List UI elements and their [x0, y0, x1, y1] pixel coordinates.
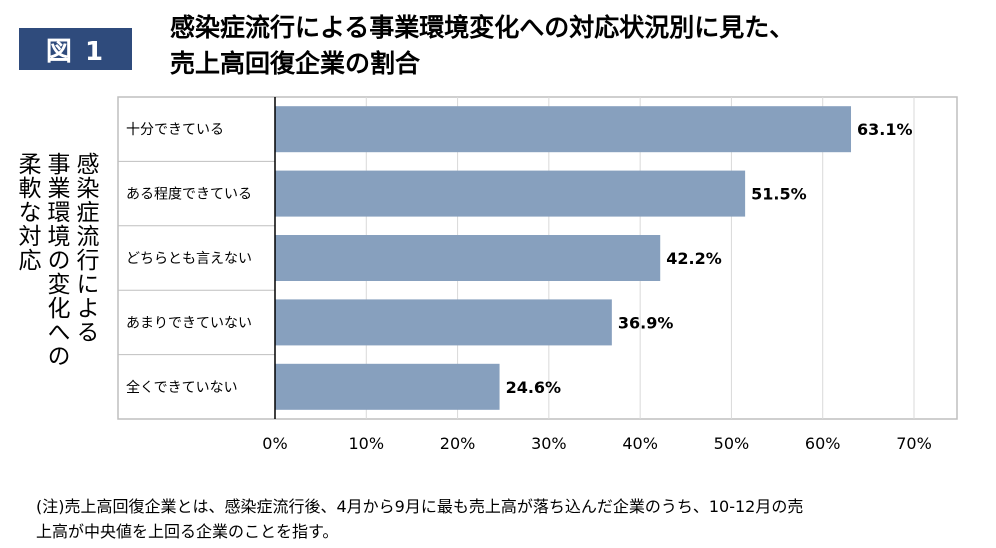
- x-tick-label: 30%: [531, 434, 567, 453]
- bar-value-label: 51.5%: [751, 185, 807, 204]
- chart-title-line-2: 売上高回復企業の割合: [170, 49, 421, 78]
- figure-badge: 図 1: [19, 28, 132, 70]
- bar: [275, 235, 661, 281]
- bar-value-label: 24.6%: [506, 378, 562, 397]
- x-tick-label: 60%: [805, 434, 841, 453]
- bar-value-label: 36.9%: [618, 313, 674, 332]
- chart-title-line-1: 感染症流行による事業環境変化への対応状況別に見た、: [170, 13, 795, 42]
- bar: [275, 170, 746, 217]
- x-tick-label: 70%: [896, 434, 932, 453]
- x-tick-label: 50%: [714, 434, 750, 453]
- bar-value-label: 63.1%: [857, 120, 913, 139]
- chart-title: 感染症流行による事業環境変化への対応状況別に見た、 売上高回復企業の割合: [170, 10, 970, 82]
- x-tick-label: 20%: [440, 434, 476, 453]
- footnote-line-1: (注)売上高回復企業とは、感染症流行後、4月から9月に最も売上高が落ち込んだ企業…: [36, 497, 804, 516]
- x-tick-label: 0%: [262, 434, 287, 453]
- y-axis-title-col-3: 柔軟な対応: [14, 152, 40, 272]
- category-label: ある程度できている: [126, 187, 252, 203]
- footnote-line-2: 上高が中央値を上回る企業のことを指す。: [36, 522, 339, 541]
- category-label: どちらとも言えない: [126, 251, 252, 267]
- x-tick-label: 40%: [622, 434, 658, 453]
- y-axis-title-col-2: 事業環境の変化への: [43, 152, 69, 368]
- x-tick-label: 10%: [349, 434, 385, 453]
- bar-value-label: 42.2%: [666, 249, 722, 268]
- category-label: 十分できている: [126, 122, 224, 138]
- bar: [275, 363, 500, 410]
- category-label: 全くできていない: [126, 379, 238, 396]
- y-axis-title-col-1: 感染症流行による: [72, 152, 98, 344]
- bar: [275, 106, 852, 153]
- bar: [275, 299, 612, 346]
- footnote: (注)売上高回復企業とは、感染症流行後、4月から9月に最も売上高が落ち込んだ企業…: [36, 494, 986, 544]
- plot-frame: [117, 96, 958, 420]
- category-label: あまりできていない: [126, 315, 252, 331]
